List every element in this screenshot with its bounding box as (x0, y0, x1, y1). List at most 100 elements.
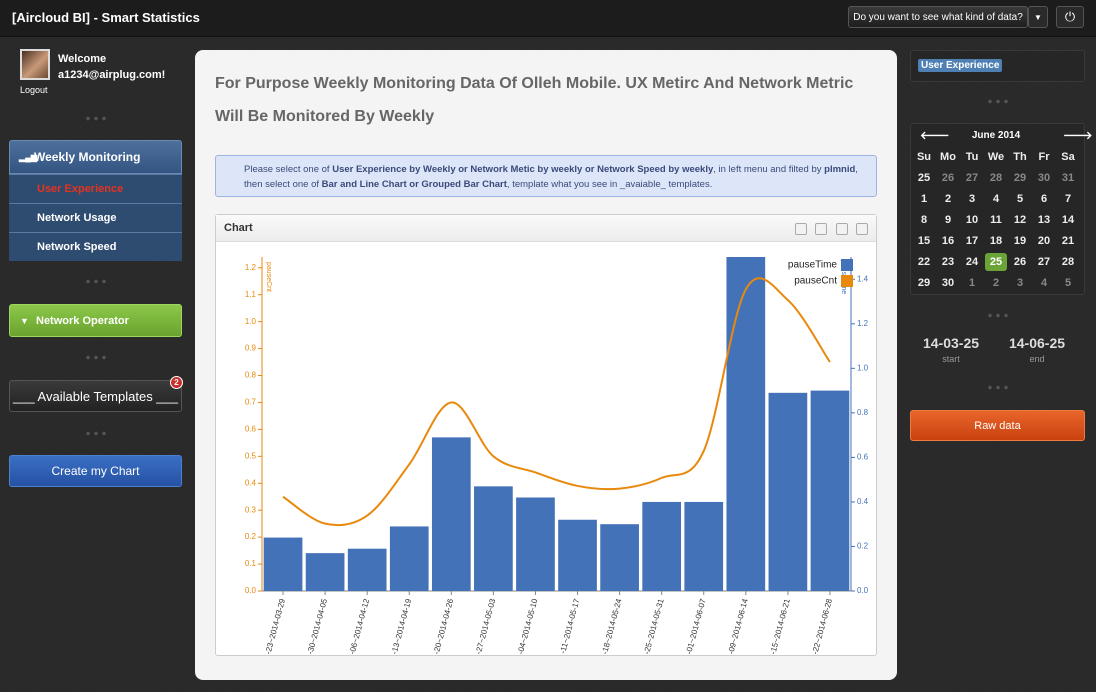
panel-icon[interactable] (836, 223, 848, 235)
day[interactable]: 19 (1008, 230, 1032, 251)
day[interactable]: 23 (936, 251, 960, 272)
day[interactable]: 12 (1008, 209, 1032, 230)
next-month[interactable]: 🡒 (1063, 130, 1093, 142)
prev-month[interactable]: 🡐 (920, 130, 950, 142)
panel-icon[interactable] (795, 223, 807, 235)
user-email: a1234@airplug.com! (58, 69, 166, 81)
weekday-row: Su Mo Tu We Th Fr Sa (912, 146, 1080, 167)
day[interactable]: 22 (912, 251, 936, 272)
day[interactable]: 3 (1008, 272, 1032, 293)
day-number: 31 (1061, 171, 1075, 184)
day[interactable]: 28 (1056, 251, 1080, 272)
day[interactable]: 29 (912, 272, 936, 293)
weekday: Mo (940, 150, 956, 163)
day[interactable]: 6 (1032, 188, 1056, 209)
tick-label: 1.0 (857, 363, 869, 372)
day[interactable]: 14 (1056, 209, 1080, 230)
legend-label: pauseTime (788, 260, 838, 271)
data-dropdown[interactable]: Do you want to see what kind of data? (848, 6, 1028, 28)
day[interactable]: 7 (1056, 188, 1080, 209)
day[interactable]: 9 (936, 209, 960, 230)
day-number: 7 (1064, 192, 1072, 205)
templates-button[interactable]: ___ Available Templates ___ (9, 380, 182, 412)
info-text: User Experience by Weekly or Network Met… (332, 164, 714, 175)
x-tick-label: -25~2014-05-31 (642, 597, 666, 655)
create-chart-button[interactable]: Create my Chart (9, 455, 182, 487)
info-text: , then select one of (244, 164, 858, 190)
day[interactable]: 30 (936, 272, 960, 293)
menu-item[interactable]: Network Speed (9, 232, 182, 261)
bar (474, 486, 513, 591)
menu-item[interactable]: Network Usage (9, 203, 182, 232)
tick-label: 1.1 (245, 290, 257, 299)
tick-label: 0.4 (857, 497, 869, 506)
day[interactable]: 24 (960, 251, 984, 272)
day[interactable]: 27 (1032, 251, 1056, 272)
day-number: 27 (965, 171, 979, 184)
logout[interactable]: Logout (20, 85, 48, 95)
tick-label: 0.6 (857, 453, 869, 462)
day[interactable]: 30 (1032, 167, 1056, 188)
day[interactable]: 18 (984, 230, 1008, 251)
operator-label: Network Operator (36, 314, 129, 327)
day[interactable]: 25 (912, 167, 936, 188)
day[interactable]: 1 (912, 188, 936, 209)
panel-icon[interactable] (856, 223, 868, 235)
separator (84, 431, 108, 436)
week-row: 29 30 1 2 3 4 5 (912, 272, 1080, 293)
day[interactable]: 26 (1008, 251, 1032, 272)
day-number: 18 (989, 234, 1003, 247)
day[interactable]: 16 (936, 230, 960, 251)
power-button[interactable]: ⏻ (1056, 6, 1084, 28)
start-date: 14-03-25 (922, 335, 980, 351)
day-number: 29 (917, 276, 931, 289)
day[interactable]: 13 (1032, 209, 1056, 230)
day-number: 27 (1037, 255, 1051, 268)
chart: 0.0 0.1 0.2 0.3 0.4 0.5 0.6 0.7 0.8 0.9 1.0 1.1 1.2 0… (245, 257, 869, 655)
day[interactable]: 29 (1008, 167, 1032, 188)
day[interactable]: 1 (960, 272, 984, 293)
bar (347, 548, 387, 591)
day-number: 28 (989, 171, 1003, 184)
day[interactable]: 5 (1056, 272, 1080, 293)
day[interactable]: 4 (1032, 272, 1056, 293)
menu-item[interactable]: User Experience (9, 174, 182, 203)
day[interactable]: 17 (960, 230, 984, 251)
bar (431, 437, 471, 591)
day[interactable]: 26 (936, 167, 960, 188)
day[interactable]: 2 (936, 188, 960, 209)
day[interactable]: 15 (912, 230, 936, 251)
day[interactable]: 20 (1032, 230, 1056, 251)
dropdown-caret[interactable]: ▼ (1028, 6, 1048, 28)
day[interactable]: 4 (984, 188, 1008, 209)
day[interactable]: 5 (1008, 188, 1032, 209)
x-tick-label: -22~2014-06-28 (810, 597, 834, 655)
day-number: 12 (1013, 213, 1027, 226)
operator-button[interactable]: ▼ Network Operator (9, 304, 182, 337)
day[interactable]: 25 (984, 251, 1008, 272)
tick-label: 1.0 (245, 317, 257, 326)
day[interactable]: 27 (960, 167, 984, 188)
day-number: 8 (920, 213, 928, 226)
menu-header[interactable]: ▂▄▆ Weekly Monitoring (9, 140, 182, 174)
day-number: 3 (1016, 276, 1024, 289)
day[interactable]: 11 (984, 209, 1008, 230)
chart-panel-title: Chart (224, 222, 253, 234)
weekday: We (987, 150, 1005, 163)
day[interactable]: 8 (912, 209, 936, 230)
tick-label: 0.4 (245, 478, 257, 487)
x-tick-label: -27~2014-05-03 (474, 597, 498, 655)
end-label: end (1029, 354, 1045, 364)
legend-swatch (841, 259, 853, 271)
day[interactable]: 10 (960, 209, 984, 230)
x-tick-label: -04~2014-05-10 (516, 597, 540, 655)
day-number: 26 (941, 171, 955, 184)
raw-data-button[interactable]: Raw data (910, 410, 1085, 441)
day[interactable]: 21 (1056, 230, 1080, 251)
day[interactable]: 3 (960, 188, 984, 209)
day-number: 11 (990, 213, 1002, 226)
panel-icon[interactable] (815, 223, 827, 235)
day[interactable]: 28 (984, 167, 1008, 188)
day[interactable]: 2 (984, 272, 1008, 293)
day[interactable]: 31 (1056, 167, 1080, 188)
